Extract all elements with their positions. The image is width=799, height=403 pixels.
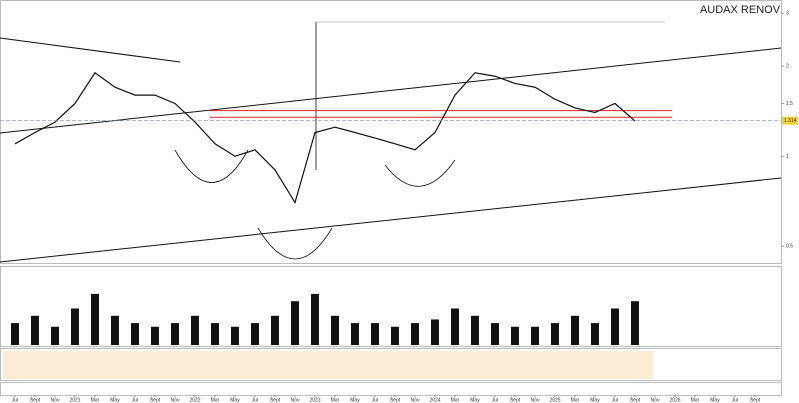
volume-bar: [51, 326, 59, 345]
volume-bar: [331, 315, 339, 345]
volume-bar: [231, 326, 239, 345]
x-tick-label: Nov: [531, 397, 540, 403]
x-tick-label: Jul: [732, 397, 738, 403]
volume-bar: [91, 293, 99, 345]
x-tick-label: 2021: [69, 397, 80, 403]
volume-bar: [71, 308, 79, 345]
x-tick-label: Nov: [51, 397, 60, 403]
trend-line: [0, 37, 181, 63]
x-tick-label: Sept: [270, 397, 281, 403]
y-tick-label: 0.5: [786, 244, 793, 250]
x-tick-label: Sept: [510, 397, 521, 403]
volume-bar: [291, 301, 299, 345]
x-tick-label: May: [350, 397, 360, 403]
last-price-box: [782, 116, 798, 125]
x-tick-label: Mar: [331, 397, 340, 403]
x-tick-label: 2026: [669, 397, 680, 403]
x-tick-label: May: [590, 397, 600, 403]
trend-line: [0, 177, 782, 263]
y-tick-label: 1.5: [786, 101, 793, 107]
volume-bar: [151, 326, 159, 345]
volume-bar: [311, 293, 319, 345]
x-tick-label: Mar: [451, 397, 460, 403]
x-tick-label: Jul: [132, 397, 138, 403]
volume-bar: [31, 315, 39, 345]
volume-bar: [391, 326, 399, 345]
x-tick-label: Mar: [211, 397, 220, 403]
volume-bar: [531, 326, 539, 345]
x-tick-label: May: [710, 397, 720, 403]
volume-bar: [351, 323, 359, 345]
x-tick-label: Mar: [571, 397, 580, 403]
volume-bar: [631, 301, 639, 345]
volume-bar: [271, 315, 279, 345]
indicator-panel: [0, 348, 782, 381]
x-tick-label: Jul: [372, 397, 378, 403]
chart-title: AUDAX RENOV: [700, 4, 781, 16]
last-price-label: 1.314: [784, 118, 797, 124]
volume-bar: [191, 315, 199, 345]
volume-bar: [611, 308, 619, 345]
x-tick-label: Sept: [390, 397, 401, 403]
x-tick-label: Nov: [411, 397, 420, 403]
x-tick-label: Jul: [612, 397, 618, 403]
volume-bar: [211, 323, 219, 345]
x-tick-label: Jul: [252, 397, 258, 403]
volume-bar: [251, 323, 259, 345]
volume-bar: [131, 323, 139, 345]
volume-bar: [511, 326, 519, 345]
x-tick-label: Nov: [651, 397, 660, 403]
y-tick-label: 3: [786, 11, 789, 17]
volume-bar: [471, 315, 479, 345]
volume-bar: [11, 323, 19, 345]
x-tick-label: 2024: [429, 397, 440, 403]
x-tick-label: Mar: [91, 397, 100, 403]
indicator-panel: [0, 382, 782, 396]
x-tick-label: 2025: [549, 397, 560, 403]
price-line: [14, 71, 636, 205]
cup-pattern: [384, 159, 456, 187]
price-panel: [0, 0, 782, 264]
x-tick-label: Mar: [691, 397, 700, 403]
volume-bar: [451, 308, 459, 345]
x-tick-label: May: [110, 397, 120, 403]
cup-pattern: [174, 149, 249, 183]
x-tick-label: Jul: [12, 397, 18, 403]
x-tick-label: May: [470, 397, 480, 403]
volume-bar: [431, 319, 439, 345]
cup-pattern: [257, 227, 333, 260]
x-tick-label: Nov: [291, 397, 300, 403]
volume-bar: [371, 323, 379, 345]
volume-bar: [571, 315, 579, 345]
x-tick-label: 2022: [189, 397, 200, 403]
x-tick-label: Sept: [150, 397, 161, 403]
x-tick-label: May: [230, 397, 240, 403]
volume-bar: [171, 323, 179, 345]
x-tick-label: Sept: [630, 397, 641, 403]
y-tick-label: 2: [786, 63, 789, 69]
x-tick-label: Nov: [171, 397, 180, 403]
trend-line: [0, 47, 782, 134]
volume-bar: [491, 323, 499, 345]
x-tick-label: Sept: [30, 397, 41, 403]
x-tick-label: Jul: [492, 397, 498, 403]
x-tick-label: Sept: [750, 397, 761, 403]
volume-bar: [591, 323, 599, 345]
volume-bar: [411, 323, 419, 345]
volume-bar: [111, 315, 119, 345]
y-tick-label: 1: [786, 154, 789, 160]
volume-panel: [0, 266, 782, 347]
volume-bar: [551, 323, 559, 345]
oscillator-area: [3, 351, 653, 379]
x-tick-label: 2023: [309, 397, 320, 403]
